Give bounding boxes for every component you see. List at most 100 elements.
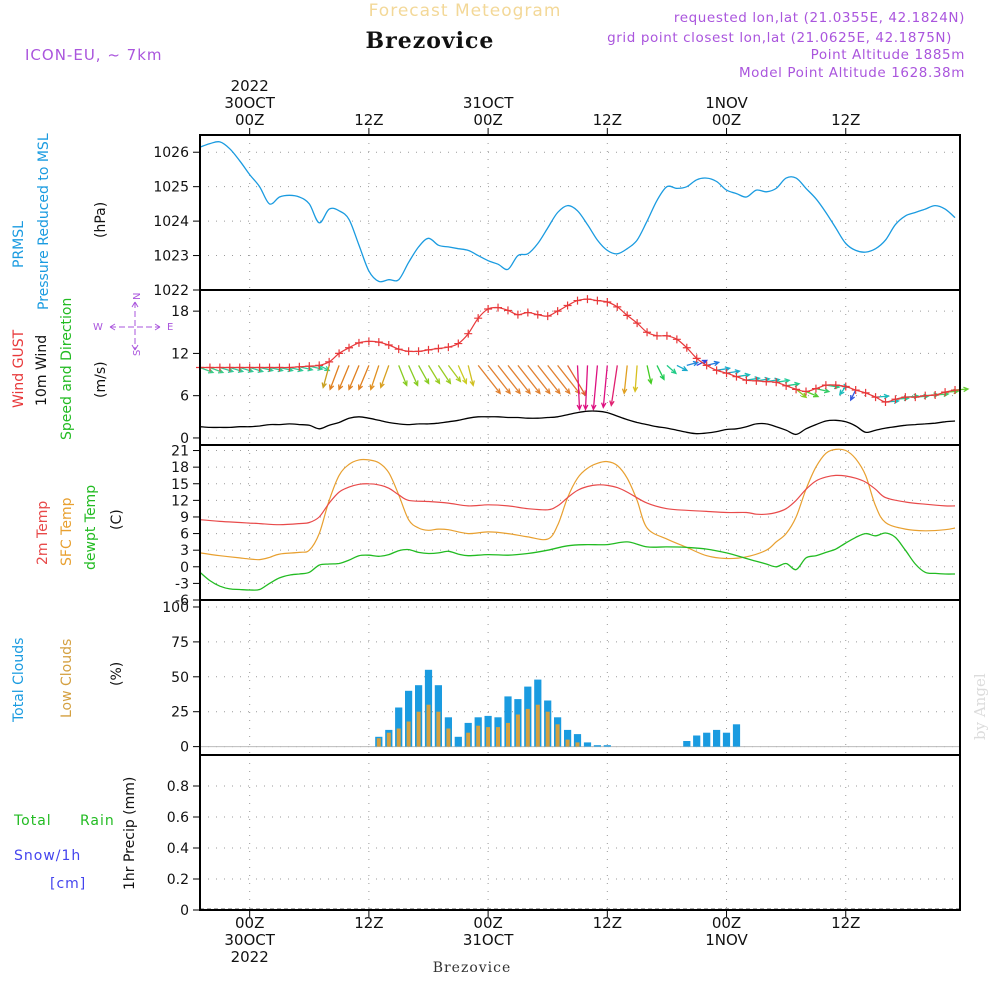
- total-cloud-bar: [454, 736, 462, 747]
- gust-marker: [792, 385, 801, 394]
- compass-s: S: [132, 350, 143, 356]
- wind-direction-arrow: [676, 364, 689, 372]
- wind-dir-label: Speed and Direction: [59, 298, 75, 440]
- total-clouds-label: Total Clouds: [11, 638, 27, 723]
- wind-direction-arrow: [457, 365, 468, 385]
- pressure-panel: PRMSL Pressure Reduced to MSL (hPa) 1022…: [11, 133, 956, 310]
- sfc-temp-label: SFC Temp: [59, 497, 75, 566]
- gust-marker: [573, 296, 582, 305]
- wind-speed-line: [199, 410, 956, 436]
- wind-direction-arrow: [398, 365, 408, 387]
- gust-marker: [235, 363, 244, 372]
- gust-marker: [732, 372, 741, 381]
- cm-label: [cm]: [50, 876, 86, 892]
- gust-marker: [802, 387, 811, 396]
- low-cloud-bar: [506, 722, 510, 747]
- watermark: by Angel: [971, 673, 989, 740]
- wind-direction-arrow: [427, 365, 441, 385]
- wind-yticks: 0 6 12 18: [171, 304, 200, 447]
- total-cloud-bar: [395, 707, 403, 747]
- total-cloud-bar: [564, 729, 572, 747]
- ytick-label: 0.4: [167, 841, 189, 857]
- wind-direction-arrow: [795, 388, 808, 399]
- gust-marker: [543, 312, 552, 321]
- wind-direction-arrow: [582, 365, 589, 411]
- wind-direction-arrow: [239, 366, 255, 373]
- wind-direction-arrow: [497, 364, 521, 395]
- gust-marker: [424, 345, 433, 354]
- wind-direction-arrow: [199, 366, 215, 374]
- gust-marker: [275, 363, 284, 372]
- total-cloud-bar: [722, 732, 731, 747]
- dewpt-label: dewpt Temp: [83, 485, 99, 570]
- gust-marker: [484, 305, 493, 314]
- ytick-label: 25: [171, 705, 189, 721]
- total-cloud-bar: [603, 745, 611, 747]
- ytick-label: 50: [171, 670, 189, 686]
- gust-marker: [553, 307, 562, 316]
- gust-marker: [583, 295, 592, 304]
- compass-n: N: [132, 293, 143, 300]
- gust-marker: [762, 377, 771, 386]
- gust-marker: [325, 357, 334, 366]
- gust-marker: [633, 319, 642, 328]
- location-title: Brezovice: [366, 28, 495, 54]
- xtick-label: 1NOV: [705, 931, 748, 949]
- xtick-label: 2022: [231, 77, 269, 95]
- panel-frame: [199, 754, 961, 911]
- low-cloud-bar: [525, 708, 530, 747]
- wind-direction-arrow: [632, 365, 639, 393]
- wind-panel: Wind GUST 10m Wind Speed and Direction (…: [11, 293, 970, 447]
- footer-location: Brezovice: [433, 960, 512, 976]
- gust-marker: [394, 345, 403, 354]
- total-cloud-bar: [703, 732, 711, 747]
- wind-direction-arrow: [369, 365, 380, 391]
- temp-panel: 2m Temp SFC Temp dewpt Temp (C) -6-30369…: [35, 444, 956, 609]
- gridpoint-coords: grid point closest lon,lat (21.0625E, 42…: [607, 30, 952, 46]
- gust-marker: [702, 361, 711, 370]
- xtick-label: 12Z: [593, 111, 622, 129]
- ytick-label: -3: [175, 576, 189, 592]
- wind-gust-markers: [196, 295, 960, 407]
- gust-marker: [841, 382, 850, 391]
- low-cloud-bar: [396, 728, 401, 747]
- low-cloud-bar: [565, 739, 570, 747]
- gust-marker: [772, 378, 781, 387]
- wind-10m-label: 10m Wind: [34, 335, 50, 406]
- xtick-label: 30OCT: [224, 94, 275, 112]
- wind-direction-arrow: [507, 364, 531, 395]
- ytick-label: 1023: [153, 249, 189, 265]
- wind-direction-arrow: [666, 364, 678, 375]
- xtick-label: 1NOV: [705, 94, 748, 112]
- gust-marker: [901, 393, 910, 402]
- gust-marker: [454, 339, 463, 348]
- wind-direction-arrow: [576, 365, 583, 411]
- model-label: ICON-EU, ~ 7km: [25, 46, 163, 64]
- total-cloud-bar: [593, 745, 601, 747]
- wind-direction-arrow: [418, 365, 430, 385]
- ytick-label: 0.6: [167, 810, 189, 826]
- gridlines: [200, 135, 960, 910]
- wind-direction-arrow: [590, 365, 599, 411]
- total-cloud-bar: [573, 734, 582, 747]
- ytick-label: -6: [175, 593, 189, 609]
- compass: W E N S: [93, 293, 173, 356]
- low-cloud-bar: [466, 732, 471, 747]
- gust-marker: [851, 386, 860, 395]
- low-cloud-bar: [376, 738, 381, 747]
- total-label: Total: [13, 813, 52, 829]
- gust-marker: [672, 335, 681, 344]
- gust-marker: [861, 388, 870, 397]
- wind-direction-arrow: [219, 366, 235, 373]
- gust-marker: [533, 310, 542, 319]
- wind-direction-arrow: [447, 365, 462, 383]
- low-cloud-bar: [535, 704, 540, 747]
- wind-direction-arrow: [537, 364, 561, 395]
- gust-marker: [225, 363, 234, 372]
- prmsl-label: PRMSL: [11, 221, 27, 268]
- xtick-label: 31OCT: [463, 94, 514, 112]
- gust-marker: [364, 337, 373, 346]
- model-altitude: Model Point Altitude 1628.38m: [739, 65, 965, 81]
- low-cloud-bar: [416, 711, 421, 747]
